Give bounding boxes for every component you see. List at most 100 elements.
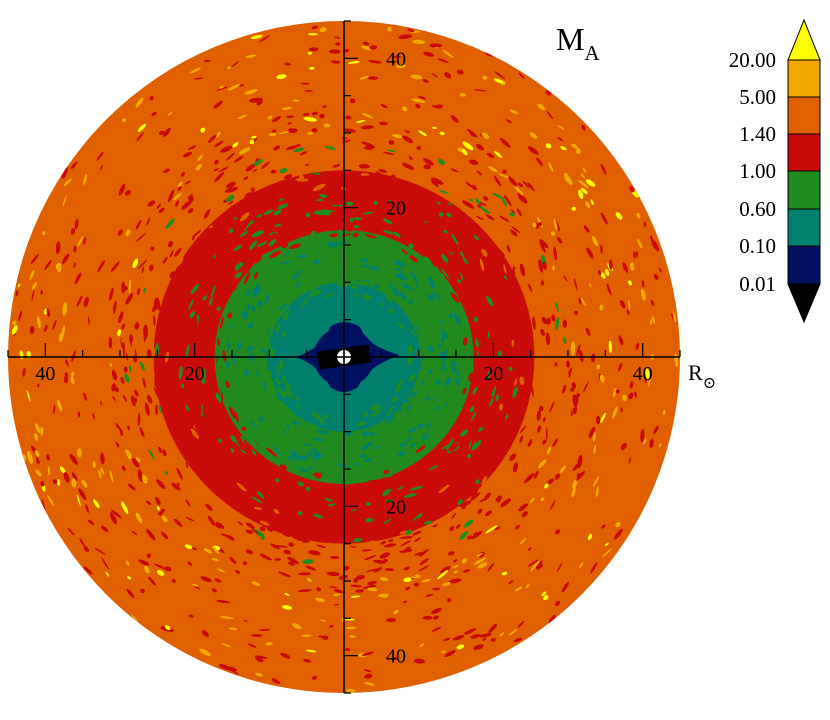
speckle <box>209 225 213 229</box>
speckle <box>250 187 255 192</box>
speckle <box>345 432 353 435</box>
speckle <box>504 427 510 439</box>
speckle <box>456 644 465 650</box>
speckle <box>414 537 422 542</box>
speckle <box>540 280 545 286</box>
speckle <box>392 253 397 258</box>
speckle <box>183 421 187 427</box>
colorbar-level-label: 20.00 <box>729 48 776 72</box>
speckle <box>47 466 51 476</box>
speckle <box>538 459 547 469</box>
speckle <box>237 522 249 531</box>
speckle <box>284 429 289 435</box>
speckle <box>256 241 268 248</box>
speckle <box>285 330 289 337</box>
speckle <box>401 162 415 170</box>
speckle <box>542 439 547 445</box>
speckle <box>275 322 281 333</box>
speckle <box>268 331 273 337</box>
speckle <box>445 438 454 451</box>
speckle <box>231 61 239 68</box>
speckle <box>285 310 290 316</box>
speckle <box>413 658 426 664</box>
speckle <box>149 96 154 101</box>
speckle <box>108 336 113 349</box>
speckle <box>286 115 295 119</box>
speckle <box>512 386 518 398</box>
speckle <box>408 243 414 249</box>
speckle <box>555 600 560 607</box>
speckle <box>408 326 417 338</box>
speckle <box>486 295 494 307</box>
speckle <box>658 443 662 448</box>
speckle <box>419 643 425 648</box>
speckle <box>252 225 259 233</box>
speckle <box>487 371 491 379</box>
speckle <box>250 290 255 296</box>
speckle <box>349 419 358 424</box>
speckle <box>141 266 145 274</box>
speckle <box>119 428 124 437</box>
speckle <box>405 399 409 404</box>
speckle <box>324 283 332 288</box>
speckle <box>438 343 442 348</box>
speckle <box>132 458 140 468</box>
speckle <box>405 529 412 536</box>
speckle <box>485 525 498 534</box>
speckle <box>160 393 169 405</box>
speckle <box>117 329 122 337</box>
speckle <box>201 405 204 410</box>
speckle <box>483 241 491 247</box>
speckle <box>256 100 263 106</box>
speckle <box>473 89 487 92</box>
speckle <box>258 562 271 570</box>
speckle <box>466 535 473 540</box>
speckle <box>514 586 523 592</box>
speckle <box>530 560 540 572</box>
speckle <box>449 442 459 453</box>
speckle <box>440 268 450 279</box>
speckle <box>439 131 445 136</box>
speckle <box>136 233 146 242</box>
speckle <box>551 290 557 304</box>
speckle <box>281 106 292 110</box>
speckle <box>241 310 247 318</box>
speckle <box>423 158 434 166</box>
speckle <box>462 257 468 265</box>
speckle <box>71 350 77 362</box>
speckle <box>353 537 363 543</box>
speckle <box>317 254 331 259</box>
speckle <box>265 189 277 195</box>
speckle <box>459 500 472 507</box>
speckle <box>438 158 445 165</box>
speckle <box>184 544 193 550</box>
speckle <box>231 364 235 375</box>
speckle <box>481 248 488 257</box>
speckle <box>184 312 190 321</box>
speckle <box>449 526 455 531</box>
speckle <box>551 314 556 322</box>
speckle <box>563 275 568 282</box>
speckle <box>253 318 258 323</box>
speckle <box>418 549 429 557</box>
speckle <box>326 437 336 440</box>
speckle <box>652 315 655 325</box>
speckle <box>508 176 518 187</box>
speckle <box>123 366 128 373</box>
speckle <box>627 280 633 286</box>
speckle <box>407 310 412 315</box>
speckle <box>529 132 538 139</box>
speckle <box>653 425 659 434</box>
speckle <box>473 234 480 241</box>
speckle <box>273 209 282 216</box>
speckle <box>354 293 360 298</box>
speckle <box>381 498 387 503</box>
speckle <box>96 151 104 161</box>
speckle <box>291 409 296 413</box>
speckle <box>70 228 76 235</box>
speckle <box>416 146 422 150</box>
speckle <box>230 435 238 443</box>
speckle <box>409 223 414 227</box>
speckle <box>226 152 235 161</box>
